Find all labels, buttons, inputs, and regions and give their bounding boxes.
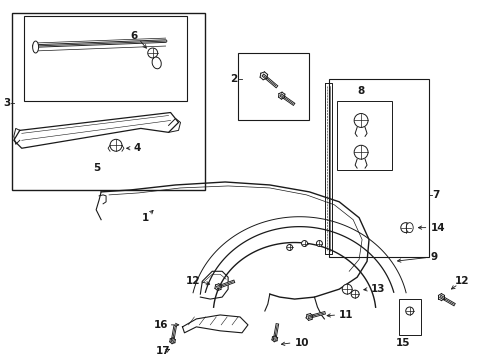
Circle shape (147, 48, 157, 58)
Text: 14: 14 (429, 222, 444, 233)
Text: 7: 7 (432, 190, 439, 200)
Text: 15: 15 (395, 338, 409, 348)
Text: 17: 17 (155, 346, 170, 356)
Circle shape (353, 145, 367, 159)
Text: 10: 10 (294, 338, 308, 348)
Bar (398, 299, 420, 335)
Circle shape (400, 223, 410, 233)
Circle shape (342, 284, 351, 294)
Text: 8: 8 (357, 86, 364, 96)
Circle shape (350, 290, 358, 298)
Bar (238, 53, 309, 121)
Text: 11: 11 (339, 310, 353, 320)
Text: 4: 4 (134, 143, 141, 153)
Ellipse shape (406, 223, 412, 233)
Circle shape (316, 240, 322, 247)
Circle shape (286, 244, 292, 251)
Text: 16: 16 (154, 320, 168, 330)
Text: 13: 13 (370, 284, 385, 294)
Bar (328, 79, 427, 257)
Ellipse shape (152, 57, 161, 69)
Text: 12: 12 (453, 276, 468, 286)
Text: 12: 12 (185, 276, 200, 286)
Bar (12, 13, 205, 190)
Text: 6: 6 (130, 31, 137, 41)
Text: 1: 1 (141, 213, 148, 223)
Text: 9: 9 (429, 252, 437, 262)
Text: 3: 3 (3, 98, 10, 108)
Bar (24, 16, 187, 100)
Circle shape (110, 139, 122, 151)
Ellipse shape (33, 41, 39, 53)
Circle shape (405, 307, 413, 315)
Circle shape (301, 240, 307, 247)
Bar (337, 100, 391, 170)
Text: 5: 5 (93, 163, 101, 173)
Text: 2: 2 (229, 74, 237, 84)
Circle shape (353, 113, 367, 127)
